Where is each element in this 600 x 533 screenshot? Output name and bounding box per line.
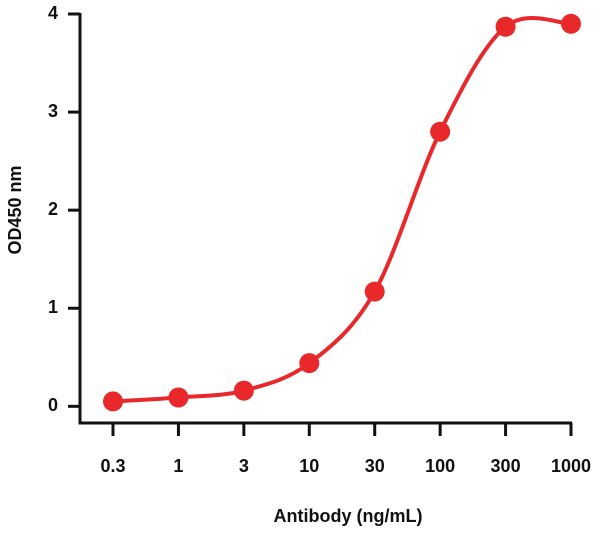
x-tick-label: 1 [173, 456, 183, 476]
y-tick-label: 3 [48, 101, 58, 121]
line [111, 16, 573, 404]
x-tick-label: 0.3 [100, 456, 125, 476]
x-tick-label: 1000 [551, 456, 591, 476]
x-tick-label: 100 [425, 456, 455, 476]
point [299, 353, 320, 374]
y-tick-label: 1 [48, 297, 58, 317]
x-tick-label: 3 [239, 456, 249, 476]
y-axis-label: OD450 nm [5, 165, 25, 254]
point [168, 387, 189, 408]
y-tick-label: 2 [48, 199, 58, 219]
x-axis-label: Antibody (ng/mL) [274, 506, 423, 526]
y-tick-label: 4 [48, 3, 58, 23]
y-tick-label: 0 [48, 395, 58, 415]
point [495, 16, 516, 37]
point [364, 281, 385, 302]
point [233, 380, 254, 401]
point [430, 121, 451, 142]
x-tick-label: 30 [365, 456, 385, 476]
x-tick-label: 300 [491, 456, 521, 476]
point [103, 391, 123, 412]
point [561, 13, 581, 34]
x-tick-label: 10 [299, 456, 319, 476]
